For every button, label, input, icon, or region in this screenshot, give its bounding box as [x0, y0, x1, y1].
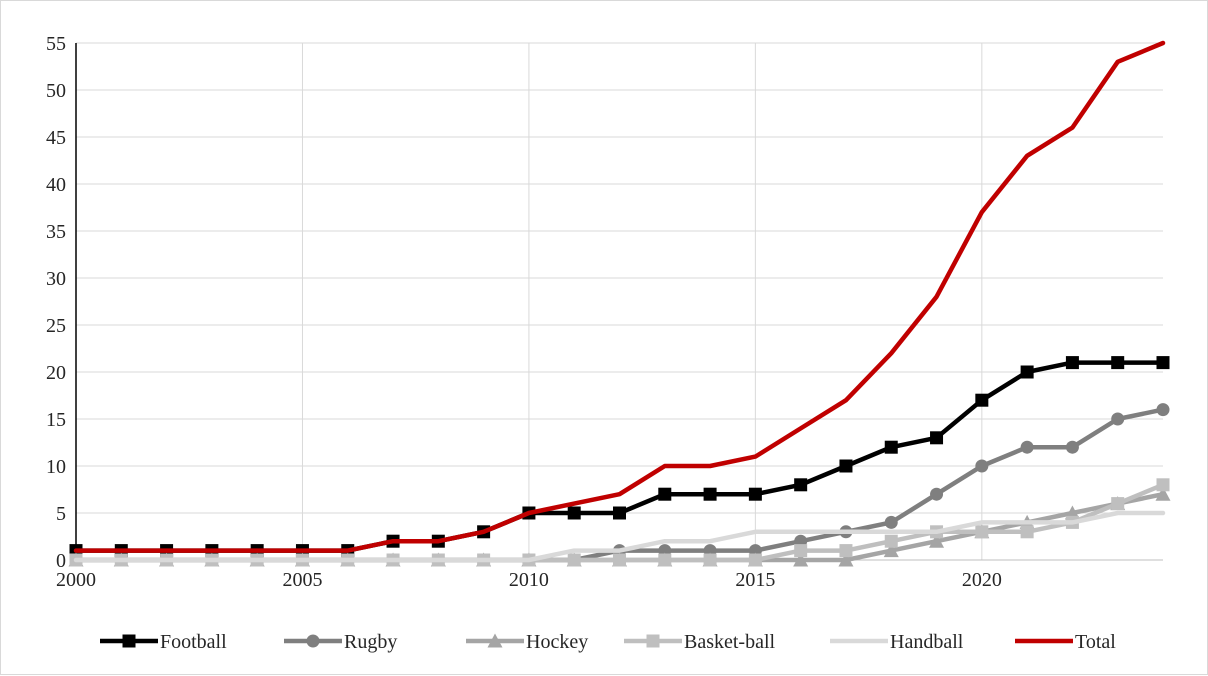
x-axis-tick-labels: 2000 2005 2010 2015 2020 — [56, 569, 1002, 591]
legend-marker — [487, 633, 503, 648]
series-rugby — [69, 403, 1170, 567]
data-point — [1156, 478, 1170, 492]
legend-item: Rugby — [284, 631, 397, 653]
data-point — [838, 552, 854, 567]
data-point — [1020, 365, 1034, 379]
data-point — [884, 440, 898, 454]
legend-label: Total — [1075, 631, 1116, 653]
series-lines — [68, 40, 1171, 567]
legend-marker — [306, 634, 320, 648]
grid-lines — [76, 42, 1163, 560]
data-point — [975, 459, 989, 473]
data-point — [1020, 440, 1034, 454]
y-tick-label: 5 — [56, 503, 66, 525]
y-tick-label: 50 — [46, 80, 66, 102]
y-tick-label: 20 — [46, 362, 66, 384]
data-point — [975, 525, 989, 539]
legend-item: Handball — [830, 631, 964, 653]
data-point — [567, 506, 581, 520]
data-point — [839, 544, 853, 558]
legend-item: Football — [100, 631, 227, 653]
data-point — [1156, 403, 1170, 417]
data-point — [748, 553, 762, 567]
series-line — [73, 510, 1166, 563]
y-tick-label: 25 — [46, 315, 66, 337]
data-point — [929, 533, 945, 548]
data-point — [613, 553, 626, 567]
legend-label: Hockey — [526, 631, 588, 653]
data-point — [793, 552, 809, 567]
y-tick-label: 55 — [46, 33, 66, 55]
y-tick-label: 15 — [46, 409, 66, 431]
data-point — [658, 553, 672, 567]
y-tick-label: 30 — [46, 268, 66, 290]
data-point — [613, 506, 626, 520]
x-tick-label: 2005 — [282, 569, 322, 591]
y-tick-label: 35 — [46, 221, 66, 243]
data-point — [884, 515, 898, 529]
y-tick-label: 45 — [46, 127, 66, 149]
series-line — [73, 40, 1166, 553]
data-point — [567, 553, 581, 567]
series-line — [73, 407, 1166, 563]
data-point — [794, 478, 808, 492]
data-point — [839, 459, 853, 473]
legend-marker — [646, 634, 660, 648]
data-point — [930, 487, 944, 501]
legend-item: Hockey — [466, 631, 588, 653]
legend-label: Football — [160, 631, 227, 653]
legend-item: Basket-ball — [624, 631, 776, 653]
x-tick-label: 2010 — [509, 569, 549, 591]
data-point — [1111, 497, 1125, 511]
y-tick-label: 10 — [46, 456, 66, 478]
legend-label: Rugby — [344, 631, 397, 653]
data-point — [703, 553, 717, 567]
legend-marker — [122, 634, 136, 648]
y-tick-label: 40 — [46, 174, 66, 196]
x-tick-label: 2020 — [962, 569, 1002, 591]
data-point — [1156, 356, 1170, 370]
series-total — [73, 40, 1166, 553]
data-point — [1111, 412, 1125, 426]
data-point — [930, 431, 944, 445]
y-axis-tick-labels: 0 5 10 15 20 25 30 35 40 45 50 55 — [46, 33, 66, 572]
data-point — [883, 543, 899, 558]
legend-label: Basket-ball — [684, 631, 776, 653]
data-point — [884, 534, 898, 548]
data-point — [703, 487, 717, 501]
legend-item: Total — [1015, 631, 1116, 653]
legend-label: Handball — [890, 631, 964, 653]
axes — [75, 43, 1163, 561]
data-point — [794, 544, 808, 558]
x-tick-label: 2015 — [735, 569, 775, 591]
series-handball — [73, 510, 1166, 563]
data-point — [658, 487, 672, 501]
data-point — [1111, 356, 1125, 370]
data-point — [1065, 440, 1079, 454]
data-point — [1155, 486, 1171, 501]
y-tick-label: 0 — [56, 550, 66, 572]
data-point — [748, 487, 762, 501]
x-tick-label: 2000 — [56, 569, 96, 591]
legend: Football Rugby Hockey Basket-ball Handball To… — [100, 631, 1116, 653]
data-point — [1065, 356, 1079, 370]
data-point — [975, 393, 989, 407]
data-point — [1020, 525, 1034, 539]
